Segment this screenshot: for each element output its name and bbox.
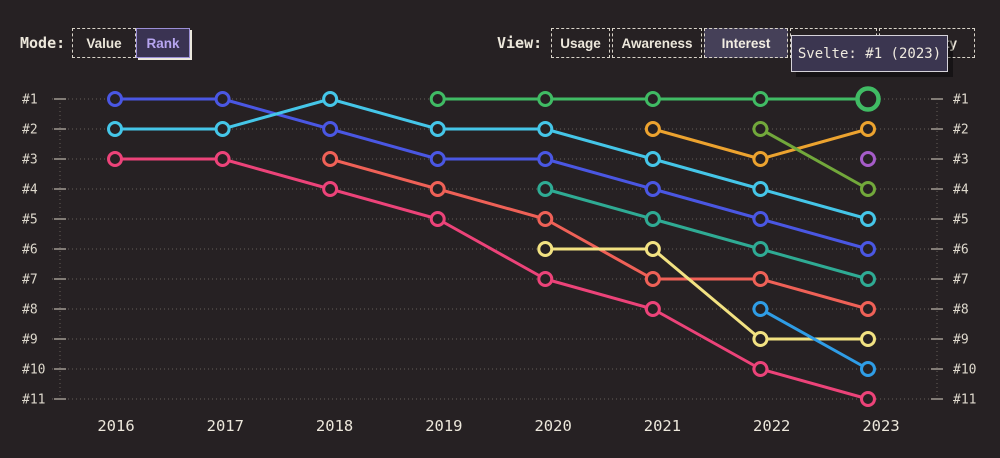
data-point-olive-green-2022[interactable] bbox=[752, 121, 769, 137]
rank-label-left: #1 bbox=[22, 93, 38, 108]
rank-label-right: #10 bbox=[953, 363, 976, 378]
year-label: 2022 bbox=[753, 417, 790, 435]
data-point-teal-2023[interactable] bbox=[860, 271, 876, 287]
data-point-yellow-2022[interactable] bbox=[752, 331, 769, 347]
data-point-orange-2021[interactable] bbox=[644, 121, 661, 137]
data-point-cyan-2018[interactable] bbox=[322, 91, 339, 107]
data-point-cyan-2019[interactable] bbox=[429, 121, 446, 137]
data-point-teal-2022[interactable] bbox=[752, 241, 769, 257]
rank-label-left: #2 bbox=[22, 123, 38, 138]
data-point-magenta-2018[interactable] bbox=[322, 181, 339, 197]
data-point-blue-2016[interactable] bbox=[107, 91, 123, 107]
view-awareness-button[interactable]: Awareness bbox=[612, 28, 702, 58]
view-interest-button[interactable]: Interest bbox=[704, 28, 788, 58]
series-line-blue bbox=[113, 97, 870, 251]
data-point-cyan-2020[interactable] bbox=[537, 121, 554, 137]
series-line-teal bbox=[543, 187, 870, 281]
data-point-magenta-2016[interactable] bbox=[107, 151, 123, 167]
rank-label-right: #4 bbox=[953, 183, 969, 198]
year-label: 2017 bbox=[207, 417, 244, 435]
data-point-cyan-2021[interactable] bbox=[644, 151, 661, 167]
rank-label-right: #2 bbox=[953, 123, 969, 138]
rank-label-right: #3 bbox=[953, 153, 969, 168]
year-label: 2018 bbox=[316, 417, 353, 435]
data-point-blue-2022[interactable] bbox=[752, 211, 769, 227]
rank-label-left: #11 bbox=[22, 393, 45, 408]
rank-label-right: #5 bbox=[953, 213, 969, 228]
data-point-olive-green-2023[interactable] bbox=[860, 181, 876, 197]
rank-label-right: #6 bbox=[953, 243, 969, 258]
data-point-teal-2020[interactable] bbox=[537, 181, 554, 197]
rank-label-right: #11 bbox=[953, 393, 976, 408]
series-line-salmon bbox=[328, 157, 870, 311]
mode-label: Mode: bbox=[20, 34, 66, 52]
data-point-blue-2018[interactable] bbox=[322, 121, 339, 137]
series-line-magenta bbox=[113, 157, 870, 401]
data-point-salmon-2022[interactable] bbox=[752, 271, 769, 287]
mode-value-button[interactable]: Value bbox=[72, 28, 136, 58]
data-point-yellow-2021[interactable] bbox=[644, 241, 661, 257]
view-usage-button[interactable]: Usage bbox=[551, 28, 610, 58]
data-point-cyan-2023[interactable] bbox=[860, 211, 876, 227]
data-point-magenta-2019[interactable] bbox=[429, 211, 446, 227]
data-point-magenta-2023[interactable] bbox=[860, 391, 876, 407]
rank-label-right: #7 bbox=[953, 273, 969, 288]
data-point-magenta-2017[interactable] bbox=[214, 151, 231, 167]
data-point-salmon-2019[interactable] bbox=[429, 181, 446, 197]
series-line-olive-green bbox=[758, 127, 870, 191]
data-point-magenta-2022[interactable] bbox=[752, 361, 769, 377]
rank-label-left: #6 bbox=[22, 243, 38, 258]
rank-label-left: #8 bbox=[22, 303, 38, 318]
data-point-bright-blue-2022[interactable] bbox=[752, 301, 769, 317]
rank-label-left: #10 bbox=[22, 363, 45, 378]
series-line-cyan bbox=[113, 97, 870, 221]
data-point-cyan-2016[interactable] bbox=[107, 121, 123, 137]
data-point-orange-2022[interactable] bbox=[752, 151, 769, 167]
year-label: 2020 bbox=[534, 417, 571, 435]
data-point-blue-2023[interactable] bbox=[860, 241, 876, 257]
data-point-salmon-2020[interactable] bbox=[537, 211, 554, 227]
rank-label-left: #4 bbox=[22, 183, 38, 198]
data-point-blue-2017[interactable] bbox=[214, 91, 231, 107]
data-point-magenta-2020[interactable] bbox=[537, 271, 554, 287]
data-point-svelte-green-2020[interactable] bbox=[537, 91, 554, 107]
data-point-salmon-2023[interactable] bbox=[860, 301, 876, 317]
rank-label-left: #5 bbox=[22, 213, 38, 228]
rank-label-right: #9 bbox=[953, 333, 969, 348]
view-label: View: bbox=[497, 34, 543, 52]
data-point-cyan-2022[interactable] bbox=[752, 181, 769, 197]
rank-label-left: #3 bbox=[22, 153, 38, 168]
data-point-teal-2021[interactable] bbox=[644, 211, 661, 227]
data-point-blue-2020[interactable] bbox=[537, 151, 554, 167]
highlighted-data-point[interactable] bbox=[855, 86, 881, 112]
data-point-magenta-2021[interactable] bbox=[644, 301, 661, 317]
data-point-bright-blue-2023[interactable] bbox=[860, 361, 876, 377]
data-point-salmon-2018[interactable] bbox=[322, 151, 339, 167]
rank-label-left: #7 bbox=[22, 273, 38, 288]
data-point-blue-2019[interactable] bbox=[429, 151, 446, 167]
chart-tooltip: Svelte: #1 (2023) bbox=[791, 35, 948, 72]
data-point-svelte-green-2019[interactable] bbox=[429, 91, 446, 107]
data-point-orange-2023[interactable] bbox=[860, 121, 876, 137]
data-point-blue-2021[interactable] bbox=[644, 181, 661, 197]
year-label: 2016 bbox=[97, 417, 134, 435]
tooltip-text: Svelte: #1 (2023) bbox=[797, 45, 942, 62]
year-label: 2023 bbox=[862, 417, 899, 435]
rank-label-right: #1 bbox=[953, 93, 969, 108]
data-point-purple-2023[interactable] bbox=[860, 151, 876, 167]
mode-rank-button[interactable]: Rank bbox=[136, 28, 190, 58]
series-line-bright-blue bbox=[758, 307, 870, 371]
data-point-salmon-2021[interactable] bbox=[644, 271, 661, 287]
data-point-yellow-2020[interactable] bbox=[537, 241, 554, 257]
data-point-svelte-green-2021[interactable] bbox=[644, 91, 661, 107]
data-point-svelte-green-2022[interactable] bbox=[752, 91, 769, 107]
year-label: 2019 bbox=[425, 417, 462, 435]
data-point-cyan-2017[interactable] bbox=[214, 121, 231, 137]
rank-label-right: #8 bbox=[953, 303, 969, 318]
year-label: 2021 bbox=[644, 417, 681, 435]
data-point-yellow-2023[interactable] bbox=[860, 331, 876, 347]
rank-label-left: #9 bbox=[22, 333, 38, 348]
